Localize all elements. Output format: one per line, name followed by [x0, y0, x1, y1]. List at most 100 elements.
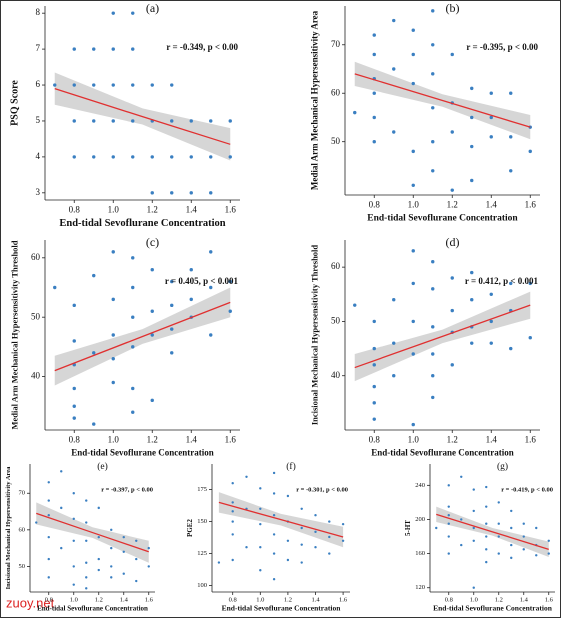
point [489, 135, 493, 139]
point [111, 333, 115, 337]
x-axis-label: End-tidal Sevoflurane Concentration [37, 605, 148, 613]
x-tick-label: 1.2 [447, 199, 458, 209]
point [122, 535, 125, 539]
point [189, 155, 193, 159]
point [470, 86, 474, 91]
x-tick-label: 0.8 [369, 199, 381, 209]
annotation: r = -0.301, p < 0.00 [296, 486, 348, 493]
y-tick-label: 50 [331, 136, 341, 146]
point [431, 325, 435, 329]
x-tick-label: 0.8 [369, 434, 381, 444]
annotation: r = -0.397, p < 0.00 [101, 486, 153, 493]
point [231, 510, 234, 513]
point [485, 535, 488, 538]
point [150, 309, 154, 313]
point [450, 276, 454, 280]
point [431, 260, 435, 264]
point [372, 33, 376, 37]
point [447, 484, 450, 487]
point [510, 526, 513, 530]
point [135, 579, 138, 583]
point [489, 292, 493, 296]
point [300, 507, 303, 510]
point [497, 522, 500, 525]
point [97, 568, 100, 572]
point [509, 169, 513, 173]
point [111, 380, 115, 385]
x-tick-label: 0.8 [69, 204, 81, 214]
point [85, 499, 88, 502]
point [470, 178, 474, 183]
point [131, 315, 135, 319]
x-tick-label: 1.2 [95, 597, 103, 604]
x-tick-label: 1.6 [525, 199, 537, 209]
point [97, 535, 100, 539]
point [341, 522, 345, 526]
point [470, 298, 474, 302]
point [97, 557, 100, 561]
point [189, 191, 193, 195]
point [231, 558, 234, 562]
point [170, 303, 174, 308]
point [209, 119, 213, 123]
x-tick-label: 1.6 [525, 434, 537, 444]
x-tick-label: 1.4 [520, 597, 529, 604]
point [228, 279, 232, 284]
y-tick-label: 60 [331, 87, 341, 97]
point [111, 47, 115, 51]
point [245, 546, 248, 549]
point [272, 471, 276, 475]
y-tick-label: 40 [331, 370, 341, 380]
fit-line [354, 73, 531, 128]
x-axis-label: End-tidal Sevoflurane Concentration [367, 214, 518, 224]
point [470, 341, 474, 345]
point [328, 552, 331, 555]
point [170, 327, 174, 331]
point [131, 386, 135, 391]
point [47, 499, 50, 502]
point [485, 522, 488, 525]
y-tick-label: 50 [31, 311, 41, 321]
point [300, 526, 303, 530]
point [528, 336, 532, 340]
point [131, 345, 135, 349]
point [522, 535, 525, 538]
point [122, 550, 125, 553]
point [392, 298, 396, 302]
point [231, 501, 234, 504]
y-tick-label: 160 [415, 550, 425, 557]
point [72, 386, 76, 391]
point [131, 155, 135, 159]
point [272, 514, 276, 517]
point [431, 169, 435, 173]
point [431, 72, 435, 76]
x-tick-label: 1.0 [70, 597, 78, 604]
y-tick-label: 60 [331, 261, 341, 271]
y-tick-label: 7 [36, 43, 41, 53]
y-tick-label: 40 [31, 371, 41, 381]
point [259, 522, 262, 526]
y-tick-label: 70 [19, 490, 26, 497]
point [447, 505, 450, 508]
x-tick-label: 1.6 [225, 434, 237, 444]
point [411, 319, 415, 324]
y-tick-label: 50 [331, 315, 341, 325]
point [341, 539, 345, 542]
point [353, 303, 357, 307]
point [150, 83, 154, 87]
fit-line [36, 512, 149, 553]
x-tick-label: 1.0 [470, 597, 478, 604]
point [231, 482, 234, 485]
point [85, 587, 88, 590]
y-tick-label: 240 [415, 482, 425, 489]
point [450, 52, 454, 57]
fit-line [218, 501, 344, 538]
point [460, 543, 463, 547]
y-axis-label: Medial Arm Mechanical Hypersensitivity A… [309, 10, 319, 190]
y-axis-label: PSQ Score [10, 80, 21, 126]
point [535, 526, 538, 530]
point [150, 333, 154, 337]
y-tick-label: 60 [31, 252, 41, 262]
point [131, 47, 135, 51]
